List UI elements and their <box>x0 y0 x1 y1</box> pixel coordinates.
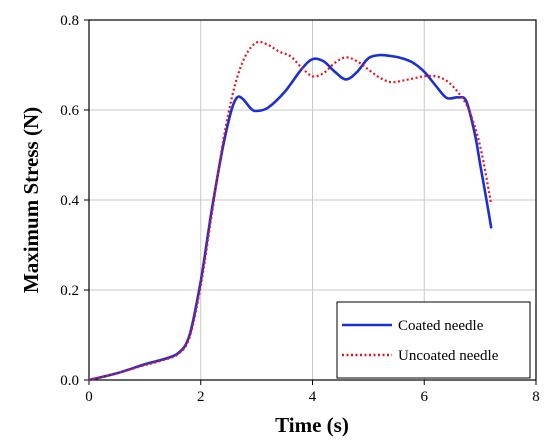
y-axis-title: Maximum Stress (N) <box>19 107 43 293</box>
x-tick-label: 2 <box>197 389 205 405</box>
grid-lines <box>89 20 536 380</box>
legend-label-uncoated: Uncoated needle <box>398 348 499 364</box>
y-tick-label: 0.2 <box>60 283 79 299</box>
y-tick-label: 0.0 <box>60 373 79 389</box>
y-tick-label: 0.8 <box>60 13 79 29</box>
x-tick-label: 4 <box>309 389 317 405</box>
y-tick-label: 0.4 <box>60 193 79 209</box>
legend: Coated needle Uncoated needle <box>336 301 531 379</box>
y-tick-label: 0.6 <box>60 103 79 119</box>
x-axis-title: Time (s) <box>275 413 349 437</box>
x-tick-label: 8 <box>532 389 540 405</box>
legend-box <box>336 301 531 379</box>
x-tick-label: 0 <box>85 389 93 405</box>
series-layer <box>88 40 493 382</box>
legend-label-coated: Coated needle <box>398 318 484 334</box>
series-line-uncoated <box>88 40 493 382</box>
axis-ticks: 0 2 4 6 8 0.0 0.2 0.4 0.6 0.8 <box>60 13 540 405</box>
x-tick-label: 6 <box>421 389 429 405</box>
